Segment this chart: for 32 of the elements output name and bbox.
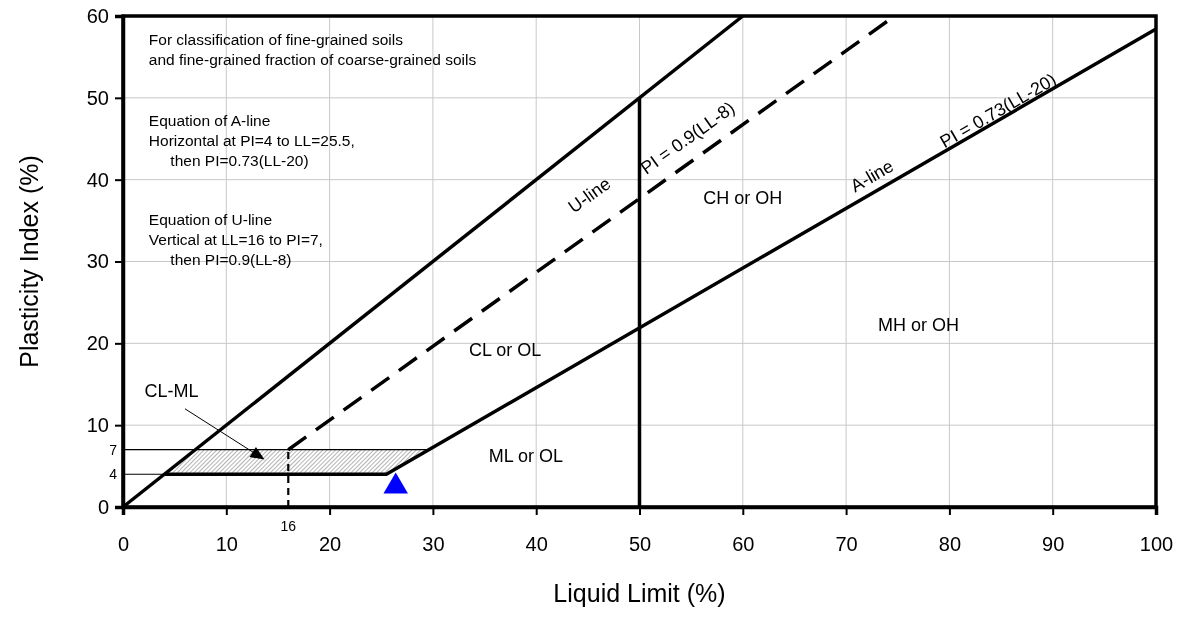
annotation: CH or OH — [703, 188, 783, 209]
annotation: For classification of fine-grained soils and fine-grained fraction of coarse-grained soils — [148, 30, 477, 68]
y-tick-label: 30 — [86, 250, 109, 273]
annotation: Equation of A-line Horizontal at PI=4 to LL=25.5, then PI=0.73(LL-20) — [148, 112, 355, 170]
y-tick-label: 20 — [86, 332, 109, 355]
x-axis-title: Liquid Limit (%) — [553, 579, 726, 607]
x-tick-label: 0 — [117, 533, 130, 556]
text: 4 — [109, 466, 118, 483]
x-tick-label: 100 — [1139, 533, 1174, 556]
annotation: CL or OL — [469, 339, 542, 360]
y-tick-label: 40 — [86, 168, 109, 191]
y-tick-label: 50 — [86, 86, 109, 109]
x-tick-label: 60 — [732, 533, 755, 556]
text: 7 — [109, 441, 118, 458]
x-tick-label: 30 — [422, 533, 445, 556]
x-tick-label: 90 — [1042, 533, 1065, 556]
text: 16 — [280, 518, 297, 534]
x-tick-label: 80 — [938, 533, 962, 556]
x-tick-label: 40 — [525, 533, 548, 556]
annotation: CL-ML — [144, 380, 199, 401]
annotation: A-line — [847, 155, 897, 197]
x-tick-label: 10 — [215, 533, 238, 556]
x-tick-label: 50 — [628, 533, 652, 556]
y-tick-label: 60 — [86, 4, 109, 27]
annotation: ML or OL — [488, 445, 564, 466]
y-tick-label: 0 — [97, 495, 109, 518]
x-tick-label: 70 — [835, 533, 858, 556]
annotation: MH or OH — [877, 315, 959, 336]
x-tick-label: 20 — [318, 533, 342, 556]
y-tick-label: 10 — [86, 414, 109, 437]
y-axis-title: Plasticity Index (%) — [15, 155, 43, 368]
annotation: Equation of U-line Vertical at LL=16 to PI=7, then PI=0.9(LL-8) — [148, 210, 323, 268]
